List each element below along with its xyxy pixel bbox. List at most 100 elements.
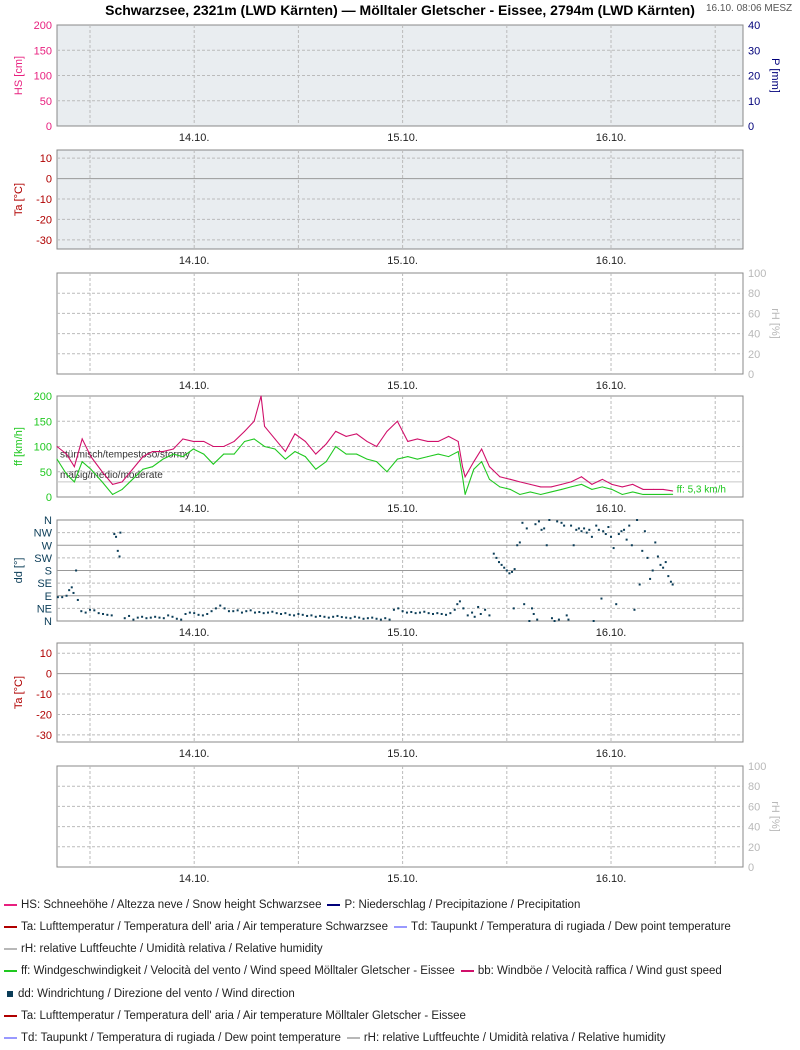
ff-point <box>601 486 603 488</box>
ff-point <box>253 438 255 440</box>
panel-rh-1: 14.10. 15.10. 16.10. 0 20 40 60 80 100 rH [%] <box>56 268 781 392</box>
bb-point <box>570 481 572 483</box>
bb-point <box>488 466 490 468</box>
dd-point <box>75 569 78 572</box>
ff-point <box>172 453 174 455</box>
legend-item-rh[interactable]: rH: relative Luftfeuchte / Umidità relat… <box>346 1032 666 1044</box>
ff-point <box>66 473 68 475</box>
y-tick-label: 60 <box>748 308 760 320</box>
dd-point <box>405 611 408 614</box>
panel-hs-p: 14.10. 15.10. 16.10. 0 50 100 150 200 HS [cm] 0 10… <box>13 20 781 144</box>
dd-point <box>534 523 537 526</box>
legend-item-ta[interactable]: Ta: Lufttemperatur / Temperatura dell' a… <box>4 1010 466 1022</box>
dd-point <box>84 611 87 614</box>
legend-item-ff[interactable]: ff: Windgeschwindigkeit / Velocità del v… <box>4 965 455 977</box>
dd-point <box>602 530 605 533</box>
ff-point <box>162 458 164 460</box>
dd-point <box>530 607 533 610</box>
dd-point <box>336 614 339 617</box>
bb-point <box>464 476 466 478</box>
dd-point <box>310 614 313 617</box>
bb-point <box>274 438 276 440</box>
legend-label: rH: relative Luftfeuchte / Umidità relat… <box>363 1032 666 1044</box>
dd-point <box>68 589 71 592</box>
dd-point <box>345 616 348 619</box>
x-tick-label: 14.10. <box>179 132 210 144</box>
bb-point <box>462 466 464 468</box>
y-tick-label: -30 <box>36 235 52 247</box>
y-tick-label: 80 <box>748 781 760 793</box>
bb-point <box>304 440 306 442</box>
legend-item-ta[interactable]: Ta: Lufttemperatur / Temperatura dell' a… <box>4 921 388 933</box>
ff-point <box>56 458 58 460</box>
ff-point <box>366 458 368 460</box>
bb-point <box>529 483 531 485</box>
dd-point <box>617 533 620 536</box>
bb-point <box>653 488 655 490</box>
ff-point <box>519 493 521 495</box>
ff-point <box>488 478 490 480</box>
x-tick-label: 16.10. <box>596 132 627 144</box>
dd-point <box>462 607 465 610</box>
x-tick-label: 15.10. <box>387 503 418 515</box>
bb-point <box>182 438 184 440</box>
ff-point <box>653 493 655 495</box>
dd-point <box>132 618 135 621</box>
legend-swatch-icon <box>4 948 17 950</box>
legend-item-hs[interactable]: HS: Schneehöhe / Altezza neve / Snow hei… <box>4 899 321 911</box>
bb-point <box>345 435 347 437</box>
ff-point <box>356 453 358 455</box>
y-tick-label: -10 <box>36 194 52 206</box>
panel-ta-1: 14.10. 15.10. 16.10. 10 0 -10 -20 -30 Ta [°C] <box>13 149 744 267</box>
dd-point <box>358 616 361 619</box>
dd-point <box>580 530 583 533</box>
threshold-label: stürmisch/tempestoso/stormy <box>60 450 190 461</box>
ff-point <box>611 488 613 490</box>
y-tick-label: 0 <box>46 174 52 186</box>
legend-label: dd: Windrichtung / Direzione del vento /… <box>18 988 295 1000</box>
dd-point <box>197 613 200 616</box>
legend-item-td[interactable]: Td: Taupunkt / Temperatura di rugiada / … <box>393 921 731 933</box>
dd-point <box>466 614 469 617</box>
y-tick-label: 80 <box>748 288 760 300</box>
y-tick-label: 10 <box>40 153 52 165</box>
dd-point <box>575 528 578 531</box>
legend-item-p[interactable]: P: Niederschlag / Precipitazione / Preci… <box>327 899 580 911</box>
dd-point <box>516 544 519 547</box>
dd-point <box>545 544 548 547</box>
y-tick-label: 20 <box>748 71 760 83</box>
y-tick-label: 50 <box>40 467 52 479</box>
dd-point <box>557 618 560 621</box>
dd-point <box>70 586 73 589</box>
bb-point <box>550 486 552 488</box>
legend-item-dd[interactable]: dd: Windrichtung / Direzione del vento /… <box>4 988 295 1000</box>
dd-point <box>349 617 352 620</box>
dd-point <box>106 613 109 616</box>
dd-point <box>512 607 515 610</box>
legend-row: HS: Schneehöhe / Altezza neve / Snow hei… <box>4 898 586 912</box>
bb-point <box>356 433 358 435</box>
legend-row: ff: Windgeschwindigkeit / Velocità del v… <box>4 964 728 978</box>
x-tick-label: 16.10. <box>596 255 627 267</box>
legend-item-td[interactable]: Td: Taupunkt / Temperatura di rugiada / … <box>4 1032 341 1044</box>
y-axis-label: Ta [°C] <box>13 676 25 709</box>
legend-item-rh[interactable]: rH: relative Luftfeuchte / Umidità relat… <box>4 943 323 955</box>
ff-point <box>244 440 246 442</box>
dd-point <box>154 615 157 618</box>
legend-label: P: Niederschlag / Precipitazione / Preci… <box>344 899 581 911</box>
y-tick-label: W <box>42 540 53 552</box>
bb-point <box>621 486 623 488</box>
ff-point <box>632 491 634 493</box>
ff-point <box>621 493 623 495</box>
legend-item-bb[interactable]: bb: Windböe / Velocità raffica / Wind gu… <box>460 965 722 977</box>
ff-point <box>462 476 464 478</box>
x-tick-label: 15.10. <box>387 380 418 392</box>
panel-ta-2: 14.10. 15.10. 16.10. 10 0 -10 -20 -30 Ta [°C] <box>13 642 744 760</box>
bb-point <box>294 433 296 435</box>
dd-point <box>577 527 580 530</box>
x-tick-label: 14.10. <box>179 380 210 392</box>
bb-point <box>172 448 174 450</box>
dd-point <box>445 613 448 616</box>
dd-point <box>171 615 174 618</box>
timestamp: 16.10. 08:06 MESZ <box>706 3 793 14</box>
